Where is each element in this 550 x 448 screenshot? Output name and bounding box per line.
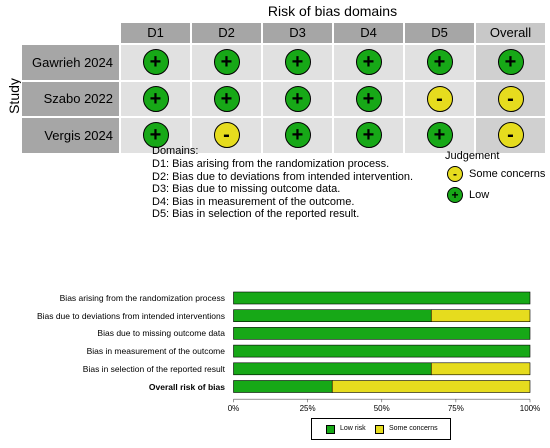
low-risk-icon: + <box>447 187 463 203</box>
column-header-d2: D2 <box>191 22 262 44</box>
legend-label: Some concerns <box>389 425 438 432</box>
x-tick-label: 100% <box>519 404 541 414</box>
some-concerns-icon: - <box>426 85 453 112</box>
low-risk-icon: + <box>142 85 169 112</box>
low-risk-icon: + <box>213 85 240 112</box>
bar-category-label: Bias arising from the randomization proc… <box>59 293 225 303</box>
bar-segment <box>233 291 531 305</box>
bar-category-label: Overall risk of bias <box>148 381 225 392</box>
bar-segment <box>233 344 531 358</box>
bar-segment <box>233 309 432 323</box>
low-risk-icon: + <box>355 85 382 112</box>
bar-category-label: Bias due to deviations from intended int… <box>36 310 225 321</box>
some-concerns-icon: - <box>497 85 524 112</box>
legend-swatch <box>326 425 335 434</box>
low-risk-icon: + <box>497 49 524 76</box>
domain-list: D1: Bias arising from the randomization … <box>152 158 413 221</box>
column-header-d5: D5 <box>404 22 475 44</box>
domain-description: D1: Bias arising from the randomization … <box>152 158 390 170</box>
bar-segment <box>233 327 531 340</box>
domain-description: D2: Bias due to deviations from intended… <box>152 170 414 183</box>
study-row-header: Vergis 2024 <box>21 117 120 154</box>
low-risk-icon: + <box>355 49 382 76</box>
low-risk-icon: + <box>284 122 311 149</box>
column-header-d1: D1 <box>120 22 191 44</box>
bar-segment <box>233 380 333 393</box>
judgement-legend-label: Low <box>469 189 490 201</box>
some-concerns-icon: - <box>497 122 524 149</box>
low-risk-icon: + <box>142 49 169 76</box>
low-risk-icon: + <box>213 49 240 76</box>
bar-category-label: Bias due to missing outcome data <box>97 328 225 339</box>
judgement-legend-label: Some concerns <box>469 168 546 180</box>
bar-chart-legend: Low risk Some concerns <box>311 418 451 440</box>
column-header-overall: Overall <box>475 22 546 44</box>
bar-category-label: Bias in measurement of the outcome <box>86 346 225 357</box>
bar-segment <box>233 362 432 376</box>
x-tick-label: 0% <box>227 404 240 414</box>
bar-segment <box>430 309 531 323</box>
domain-description: D5: Bias in selection of the reported re… <box>152 208 360 220</box>
study-row-header: Gawrieh 2024 <box>21 44 120 81</box>
judgement-title: Judgement <box>445 150 500 162</box>
legend-label: Low risk <box>340 425 366 432</box>
bar-segment <box>430 362 531 376</box>
x-tick-label: 25% <box>299 404 316 414</box>
low-risk-icon: + <box>284 85 311 112</box>
low-risk-icon: + <box>426 49 453 76</box>
traffic-light-title: Risk of bias domains <box>267 3 398 19</box>
study-row-header: Szabo 2022 <box>21 80 120 117</box>
bar-segment <box>331 380 531 393</box>
column-header-d4: D4 <box>333 22 404 44</box>
some-concerns-icon: - <box>213 122 240 149</box>
low-risk-icon: + <box>426 122 453 149</box>
low-risk-icon: + <box>142 122 169 149</box>
bar-category-label: Bias in selection of the reported result <box>82 363 225 374</box>
domain-description: D4: Bias in measurement of the outcome. <box>152 195 355 208</box>
x-tick-label: 75% <box>447 404 464 414</box>
domain-description: D3: Bias due to missing outcome data. <box>152 183 341 195</box>
some-concerns-icon: - <box>447 166 463 182</box>
low-risk-icon: + <box>284 49 311 76</box>
legend-swatch <box>375 425 384 434</box>
domains-title: Domains: <box>152 145 199 157</box>
low-risk-icon: + <box>355 122 382 149</box>
column-header-d3: D3 <box>262 22 333 44</box>
x-tick-label: 50% <box>373 404 390 414</box>
